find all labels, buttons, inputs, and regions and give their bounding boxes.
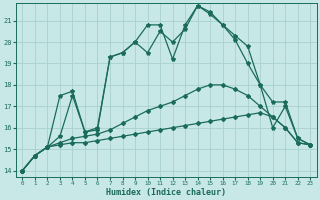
X-axis label: Humidex (Indice chaleur): Humidex (Indice chaleur) xyxy=(106,188,226,197)
